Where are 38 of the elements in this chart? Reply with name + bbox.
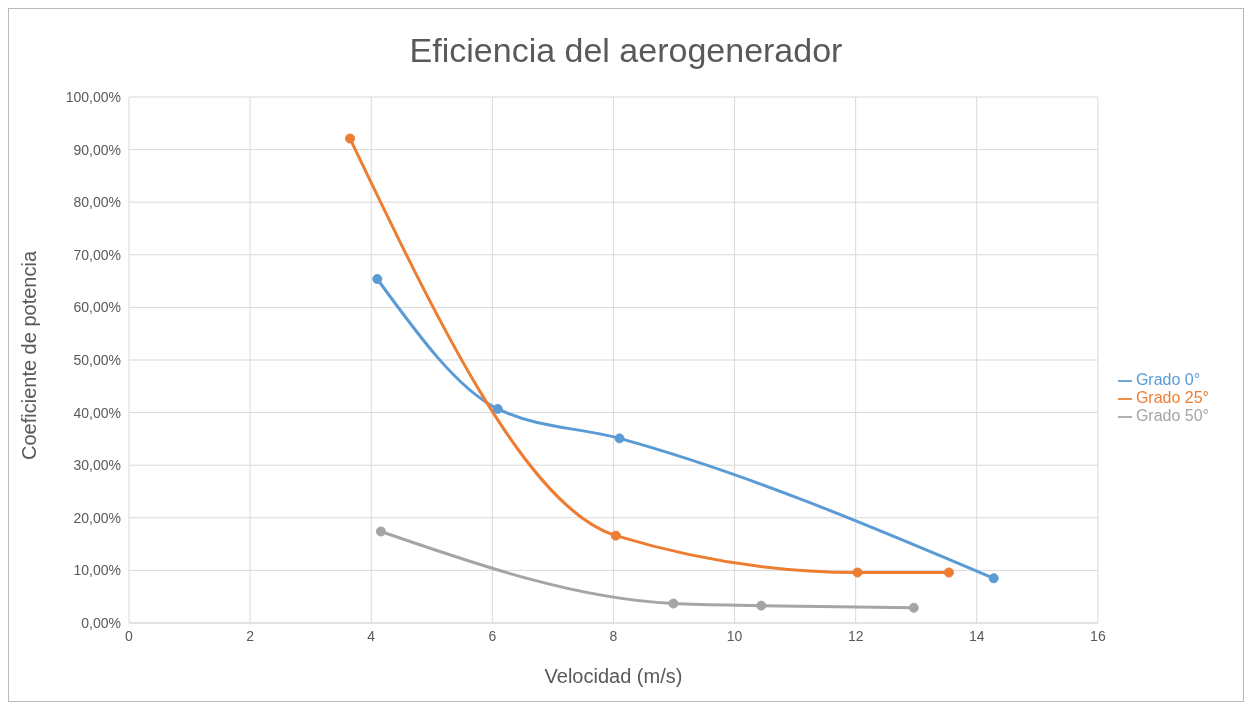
y-tick-label: 50,00% (73, 351, 121, 368)
point (908, 602, 919, 613)
y-tick-label: 20,00% (73, 509, 121, 526)
point (668, 598, 679, 609)
y-tick-label: 80,00% (73, 194, 121, 211)
x-tick-label: 8 (609, 627, 618, 644)
y-tick-label: 30,00% (73, 457, 121, 474)
point (943, 567, 954, 578)
y-tick-label: 90,00% (73, 141, 121, 158)
y-tick-label: 70,00% (73, 246, 121, 263)
point (988, 573, 999, 584)
y-tick-label: 100,00% (65, 88, 121, 105)
point (492, 403, 503, 414)
y-tick-label: 10,00% (73, 562, 121, 579)
x-tick-label: 2 (246, 627, 255, 644)
point (372, 274, 383, 284)
legend-label: Grado 50° (1135, 407, 1209, 424)
y-tick-label: 60,00% (73, 299, 121, 316)
x-tick-label: 12 (847, 627, 864, 644)
x-axis-title: Velocidad (m/s) (544, 665, 683, 687)
x-tick-label: 0 (125, 627, 134, 644)
x-tick-label: 6 (488, 627, 497, 644)
legend-label: Grado 25° (1135, 389, 1209, 406)
legend-label: Grado 0° (1135, 371, 1201, 388)
point (345, 133, 356, 144)
y-tick-label: 40,00% (73, 404, 121, 421)
x-tick-label: 4 (367, 627, 376, 644)
x-tick-label: 16 (1090, 627, 1106, 644)
x-tick-label: 10 (726, 627, 743, 644)
y-tick-label: 0,00% (81, 614, 121, 631)
y-axis-title: Coeficiente de potencia (18, 250, 41, 460)
point (610, 530, 621, 541)
point (756, 600, 767, 611)
point (852, 567, 863, 578)
point (614, 433, 625, 444)
x-tick-label: 14 (968, 627, 985, 644)
chart-title: Eficiencia del aerogenerador (408, 30, 844, 71)
point (375, 526, 386, 537)
